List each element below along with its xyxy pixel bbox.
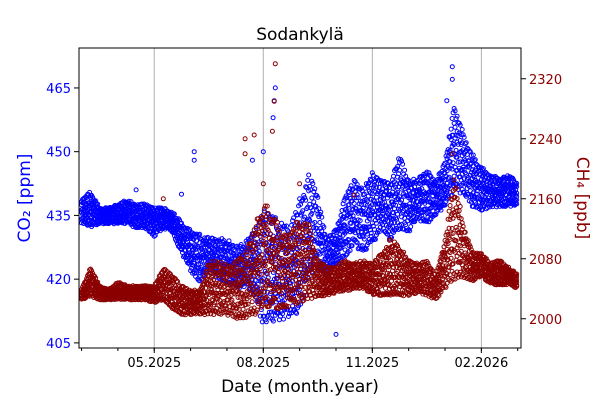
co2-point (452, 121, 456, 125)
co2-point (460, 128, 464, 132)
ch4-point (448, 204, 452, 208)
chart-title: Sodankylä (256, 25, 344, 45)
co2-outlier-point (134, 188, 138, 192)
co2-outlier-point (180, 192, 184, 196)
ch4-point (384, 286, 388, 290)
co2-point (295, 311, 299, 315)
co2-outlier-point (450, 65, 454, 69)
co2-outlier-point (273, 86, 277, 90)
ch4-point (241, 307, 245, 311)
co2-point (312, 200, 316, 204)
co2-point (291, 304, 295, 308)
co2-outlier-point (271, 116, 275, 120)
co2-point (306, 178, 310, 182)
data-points (80, 62, 519, 337)
co2-point (453, 125, 457, 129)
co2-point (307, 173, 311, 177)
co2-outlier-point (192, 158, 196, 162)
co2-outlier-point (334, 332, 338, 336)
co2-point (403, 168, 407, 172)
co2-point (310, 196, 314, 200)
co2-point (409, 225, 413, 229)
co2-outlier-point (450, 77, 454, 81)
co2-point (464, 141, 468, 145)
series-ch4 (80, 62, 519, 321)
co2-point (282, 317, 286, 321)
co2-point (449, 127, 453, 131)
co2-outlier-point (445, 99, 449, 103)
co2-point (450, 117, 454, 121)
ch4-point (458, 205, 462, 209)
co2-point (392, 174, 396, 178)
co2-outlier-point (192, 150, 196, 154)
co2-outlier-point (250, 158, 254, 162)
ch4-point (250, 300, 254, 304)
